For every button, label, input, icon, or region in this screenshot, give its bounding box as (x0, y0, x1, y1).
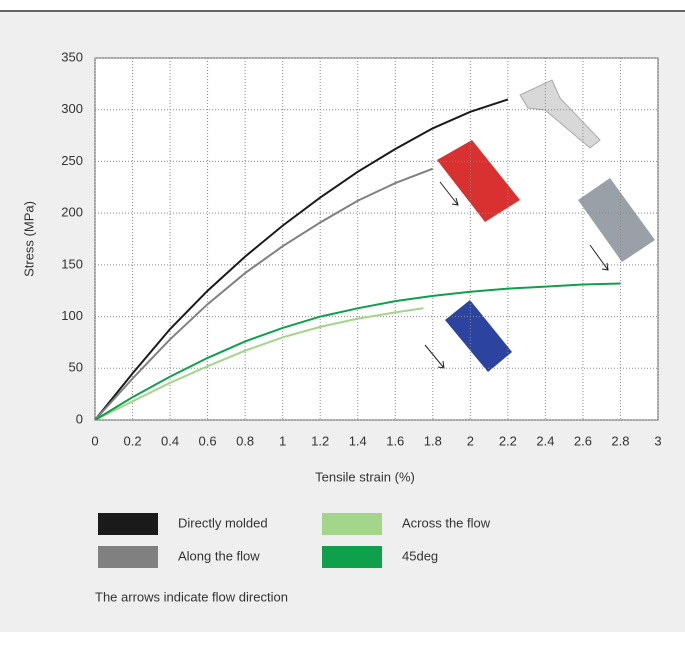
legend-swatch (322, 513, 382, 535)
y-tick-label: 250 (61, 153, 83, 168)
part-photo (519, 79, 601, 149)
y-tick-label: 300 (61, 101, 83, 116)
x-tick-label: 2 (467, 433, 474, 448)
series-line (94, 307, 424, 421)
x-tick-label: 1.2 (311, 433, 329, 448)
series-line (94, 282, 621, 421)
y-tick-label: 0 (76, 411, 83, 426)
y-tick-label: 200 (61, 205, 83, 220)
legend-label: Across the flow (402, 515, 491, 530)
part-photo (578, 178, 655, 262)
x-tick-label: 3 (654, 433, 661, 448)
legend-label: Directly molded (178, 515, 268, 530)
x-tick-label: 0.8 (236, 433, 254, 448)
part-photo (445, 300, 512, 372)
x-tick-label: 1 (279, 433, 286, 448)
x-tick-label: 1.4 (349, 433, 367, 448)
x-tick-label: 2.6 (574, 433, 592, 448)
series-line (94, 98, 509, 421)
x-tick-label: 2.4 (536, 433, 554, 448)
x-tick-label: 1.6 (386, 433, 404, 448)
y-tick-label: 350 (61, 49, 83, 64)
arrow (439, 181, 459, 206)
arrow (589, 244, 609, 271)
y-tick-label: 50 (69, 360, 83, 375)
y-tick-label: 100 (61, 308, 83, 323)
y-tick-label: 150 (61, 256, 83, 271)
part-photo (437, 140, 520, 222)
note: The arrows indicate flow direction (95, 589, 288, 604)
legend-swatch (98, 513, 158, 535)
x-tick-label: 2.8 (611, 433, 629, 448)
x-tick-label: 2.2 (499, 433, 517, 448)
x-tick-label: 0.6 (199, 433, 217, 448)
legend-swatch (322, 546, 382, 568)
y-axis-label: Stress (MPa) (21, 201, 36, 277)
x-axis-label: Tensile strain (%) (315, 469, 415, 484)
series-line (94, 167, 434, 421)
legend-label: Along the flow (178, 548, 260, 563)
legend-swatch (98, 546, 158, 568)
x-tick-label: 1.8 (424, 433, 442, 448)
decor (424, 79, 655, 372)
x-tick-label: 0 (91, 433, 98, 448)
legend-label: 45deg (402, 548, 438, 563)
x-tick-label: 0.4 (161, 433, 179, 448)
x-tick-label: 0.2 (123, 433, 141, 448)
